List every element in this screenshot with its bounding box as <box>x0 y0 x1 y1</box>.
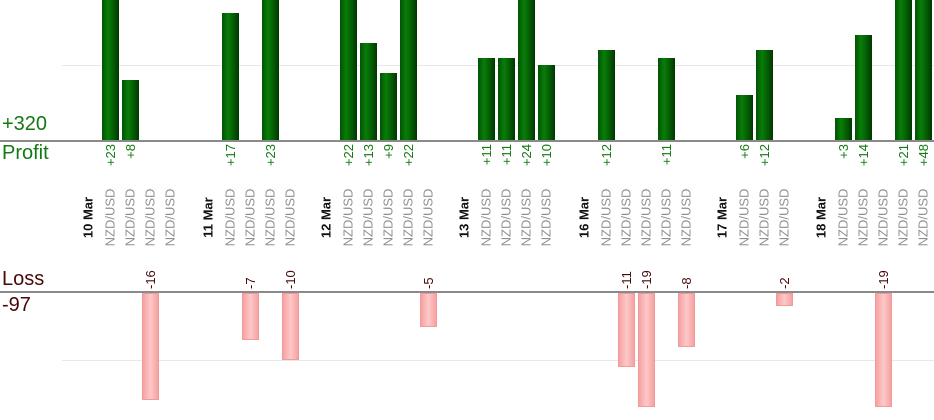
profit-value-label: +12 <box>756 144 772 167</box>
loss-bar <box>775 293 793 307</box>
loss-bar <box>141 293 159 401</box>
profit-bar <box>597 50 615 140</box>
profit-bar <box>755 50 773 140</box>
loss-value-label: -5 <box>420 277 436 289</box>
date-label: 13 Mar <box>456 196 472 239</box>
profit-value-label: +8 <box>122 144 138 159</box>
profit-value-label: +22 <box>340 144 356 167</box>
profit-bar <box>101 0 119 140</box>
profit-value-label: +17 <box>222 144 238 167</box>
profit-value-label: +24 <box>518 144 534 167</box>
profit-value-label: +11 <box>658 144 674 166</box>
profit-bar <box>359 42 377 140</box>
profit-value-label: +12 <box>598 144 614 167</box>
profit-bar <box>399 0 417 140</box>
profit-value-label: +23 <box>102 144 118 167</box>
profit-value-label: +14 <box>855 144 871 167</box>
loss-gridline <box>62 360 934 361</box>
profit-value-label: +3 <box>835 144 851 159</box>
loss-value-label: -8 <box>678 277 694 289</box>
loss-value-label: -16 <box>142 270 158 289</box>
loss-bar <box>637 293 655 407</box>
profit-value-label: +9 <box>380 144 396 159</box>
date-label: 12 Mar <box>318 196 334 239</box>
loss-bar <box>241 293 259 340</box>
loss-value-label: -7 <box>242 277 258 289</box>
profit-value-label: +23 <box>262 144 278 167</box>
loss-bar <box>281 293 299 360</box>
loss-value-label: -10 <box>282 270 298 289</box>
profit-value-label: +6 <box>736 144 752 159</box>
date-label: 18 Mar <box>813 196 829 239</box>
loss-value-label: -19 <box>638 270 654 289</box>
loss-total-label: -97 <box>2 294 31 316</box>
profit-bar <box>894 0 912 140</box>
profit-bar <box>477 57 495 140</box>
profit-value-label: +22 <box>400 144 416 167</box>
profit-bar <box>517 0 535 140</box>
loss-value-label: -11 <box>618 271 634 289</box>
profit-bar <box>834 117 852 140</box>
loss-bar <box>677 293 695 347</box>
profit-bar <box>735 95 753 140</box>
profit-bar <box>914 0 932 140</box>
loss-bar <box>874 293 892 407</box>
profit-value-label: +10 <box>538 144 554 167</box>
profit-bar <box>657 57 675 140</box>
profit-value-label: +11 <box>498 144 514 166</box>
profit-bar <box>537 65 555 140</box>
loss-value-label: -19 <box>875 270 891 289</box>
profit-bar <box>497 57 515 140</box>
loss-axis-line <box>0 291 934 293</box>
profit-total-label: +320 <box>2 113 48 135</box>
date-label: 17 Mar <box>714 196 730 239</box>
profit-value-label: +13 <box>360 144 376 167</box>
profit-axis-label: Profit <box>2 142 49 164</box>
profit-value-label: +11 <box>478 144 494 166</box>
profit-bar <box>121 80 139 140</box>
profit-bar <box>379 72 397 140</box>
loss-bar <box>617 293 635 367</box>
date-label: 10 Mar <box>80 196 96 239</box>
symbol-label: NZD/USD <box>162 188 178 247</box>
loss-axis-label: Loss <box>2 268 45 290</box>
loss-bar <box>419 293 437 327</box>
profit-value-label: +48 <box>915 144 931 167</box>
profit-bar <box>221 12 239 140</box>
profit-bar <box>261 0 279 140</box>
profit-value-label: +21 <box>895 144 911 167</box>
date-label: 16 Mar <box>576 196 592 239</box>
profit-bar <box>339 0 357 140</box>
date-label: 11 Mar <box>200 197 216 238</box>
loss-value-label: -2 <box>776 277 792 289</box>
profit-axis-line <box>0 140 934 142</box>
profit-bar <box>854 35 872 140</box>
